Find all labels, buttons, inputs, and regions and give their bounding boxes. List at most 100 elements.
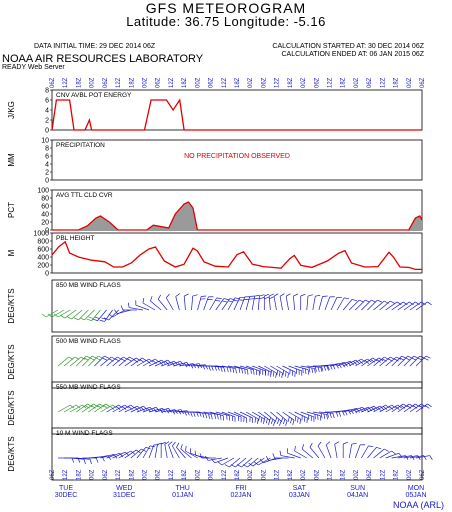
barb-feather <box>119 452 124 458</box>
barb-feather <box>403 403 408 408</box>
barb-staff <box>70 457 85 460</box>
barb-feather <box>118 404 123 409</box>
barb-staff <box>164 444 168 459</box>
barb-feather <box>129 356 134 360</box>
day-weekday-label: SAT <box>293 485 307 492</box>
barb-staff <box>64 309 77 319</box>
barb-staff <box>391 455 406 459</box>
barb-feather <box>389 406 394 410</box>
hour-tick-label: 06Z <box>261 77 267 88</box>
day-date-label: 02JAN <box>230 492 251 499</box>
barb-staff <box>118 450 131 459</box>
panel-title: CNV AVBL POT ENERGY <box>56 92 132 99</box>
barb-staff <box>135 304 150 311</box>
barb-feather <box>194 450 197 456</box>
barb-feather <box>299 418 302 424</box>
barb-feather <box>359 299 364 303</box>
barb-feather <box>322 295 328 297</box>
barb-feather <box>90 357 95 361</box>
wind-barb <box>63 404 81 413</box>
barb-feather <box>365 299 370 303</box>
barb-feather <box>146 360 151 364</box>
barb-staff <box>118 404 131 413</box>
wind-barb <box>348 442 357 459</box>
y-tick-label: 2 <box>45 118 49 125</box>
hour-tick-label: 06Z <box>50 469 56 480</box>
barb-feather <box>399 357 405 361</box>
hour-tick-label: 06Z <box>209 77 215 88</box>
barb-feather <box>406 405 412 409</box>
barb-feather <box>265 455 270 461</box>
barb-feather <box>421 403 426 408</box>
barb-feather <box>180 444 183 450</box>
barb-staff <box>173 410 188 413</box>
wind-barb <box>301 444 314 459</box>
barb-staff <box>84 309 95 321</box>
init-time: DATA INITIAL TIME: 29 DEC 2014 06Z <box>34 43 156 50</box>
y-tick-label: 600 <box>37 247 49 254</box>
barb-feather <box>233 299 239 302</box>
panel-title: PBL HEIGHT <box>56 235 94 242</box>
barb-staff <box>179 363 194 367</box>
barb-feather <box>297 417 299 423</box>
hour-tick-label: 12Z <box>169 469 175 480</box>
wind-barb <box>242 457 259 468</box>
barb-feather <box>112 404 117 409</box>
barb-staff <box>239 411 253 419</box>
barb-feather <box>411 357 417 361</box>
wind-barb <box>53 309 71 318</box>
barb-feather <box>242 464 248 468</box>
barb-feather <box>409 301 414 306</box>
barb-feather <box>361 358 366 363</box>
wind-barb <box>385 356 401 367</box>
barb-feather <box>142 298 145 304</box>
barb-feather <box>164 361 170 366</box>
day-weekday-label: SUN <box>350 485 365 492</box>
barb-staff <box>379 300 391 311</box>
barb-feather <box>273 293 279 297</box>
wind-barb <box>120 305 137 311</box>
y-tick-label: 20 <box>41 220 49 227</box>
barb-feather <box>377 299 383 303</box>
barb-staff <box>415 301 428 311</box>
barb-staff <box>361 299 372 311</box>
barb-staff <box>142 445 151 459</box>
barb-staff <box>342 299 353 311</box>
barb-staff <box>161 360 175 367</box>
wind-barb <box>76 403 93 413</box>
wind-barb <box>270 411 282 426</box>
barb-staff <box>245 411 259 420</box>
barb-staff <box>385 404 398 413</box>
hour-tick-label: 18Z <box>341 469 347 480</box>
barb-staff <box>154 444 158 459</box>
barb-staff <box>247 457 259 468</box>
barb-feather <box>338 363 342 369</box>
wind-barb <box>288 411 302 424</box>
wind-barb <box>330 296 342 311</box>
barb-feather <box>226 366 229 372</box>
wind-barb <box>150 296 162 311</box>
wind-barb <box>209 297 222 311</box>
barb-staff <box>136 406 151 413</box>
barb-feather <box>127 302 130 308</box>
wind-barb <box>230 457 247 468</box>
wind-barb <box>148 408 166 414</box>
barb-staff <box>409 403 422 413</box>
wind-barb <box>265 455 283 461</box>
wind-barb <box>233 411 248 423</box>
wind-barb <box>248 457 265 467</box>
barb-feather <box>269 293 274 297</box>
barb-staff <box>130 448 142 459</box>
wind-barb <box>334 441 340 459</box>
wind-barb <box>183 293 189 311</box>
barb-staff <box>235 457 247 468</box>
wind-barb <box>268 293 275 311</box>
wind-barb <box>312 294 321 311</box>
barb-feather <box>75 404 81 409</box>
hour-tick-label: 18Z <box>288 77 294 88</box>
y-tick-label: 100 <box>37 188 49 195</box>
barb-feather <box>120 305 124 311</box>
barb-feather <box>69 404 75 409</box>
panel-title: PRECIPITATION <box>56 142 105 149</box>
wind-barb <box>199 453 216 459</box>
